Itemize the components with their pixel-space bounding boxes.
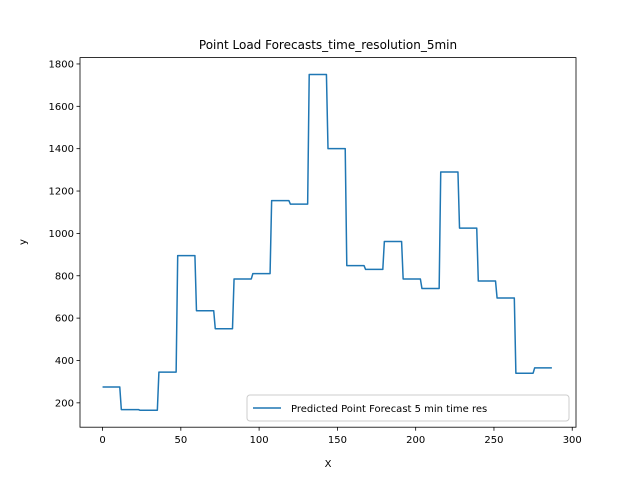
y-tick-label: 600 [55, 314, 74, 325]
y-axis-label: y [18, 239, 29, 245]
x-tick-label: 50 [174, 435, 187, 446]
x-tick-label: 0 [99, 435, 105, 446]
y-tick-label: 1600 [49, 102, 74, 113]
y-tick-label: 1800 [49, 59, 74, 70]
legend-label: Predicted Point Forecast 5 min time res [291, 404, 487, 415]
y-tick-label: 1200 [49, 187, 74, 198]
y-tick-label: 1000 [49, 229, 74, 240]
series-line-0 [102, 73, 552, 412]
y-tick-label: 200 [55, 398, 74, 409]
plot-area [102, 73, 552, 412]
y-tick-label: 400 [55, 356, 74, 367]
y-tick-label: 1400 [49, 144, 74, 155]
x-tick-label: 150 [328, 435, 347, 446]
x-tick-label: 100 [250, 435, 269, 446]
legend-box [246, 394, 570, 422]
axes-ticks: 0 50 100 150 200 250 300 200 400 600 800 1000 1200 14… [49, 59, 582, 446]
x-tick-label: 200 [406, 435, 425, 446]
x-tick-label: 250 [484, 435, 503, 446]
axes-frame [79, 57, 577, 428]
x-axis-label: X [325, 459, 332, 470]
chart-title: Point Load Forecasts_time_resolution_5mi… [199, 38, 457, 52]
y-tick-label: 800 [55, 271, 74, 282]
legend: Predicted Point Forecast 5 min time res [246, 394, 570, 422]
x-tick-label: 300 [563, 435, 582, 446]
